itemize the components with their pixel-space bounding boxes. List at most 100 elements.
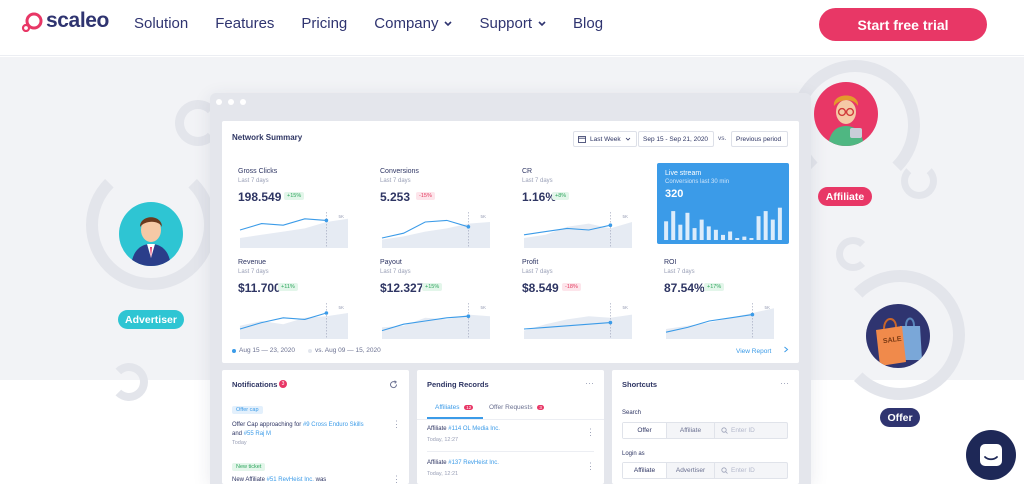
- more-icon[interactable]: ⋮: [586, 427, 595, 437]
- nav-support[interactable]: Support: [479, 15, 546, 32]
- notification-item[interactable]: New Affiliate #51 RevHeist Inc. was: [232, 477, 392, 483]
- metric-sparkline: 5K: [523, 212, 632, 248]
- more-icon[interactable]: ⋮: [392, 474, 401, 484]
- decor-ring: [901, 163, 937, 199]
- axis-max-label: 5K: [338, 305, 344, 310]
- vs-label: vs.: [718, 135, 727, 142]
- metric-card-conversions[interactable]: Conversions Last 7 days 5.253 -15% 5K: [380, 168, 512, 250]
- pending-record-item[interactable]: Affiliate #114 OL Media Inc.: [427, 426, 500, 432]
- more-icon[interactable]: ···: [780, 378, 789, 388]
- logo[interactable]: scaleo: [21, 9, 109, 33]
- live-stream-bar: [664, 221, 669, 240]
- metric-value: $11.700: [238, 281, 281, 295]
- live-stream-bar: [671, 211, 676, 240]
- metric-card-revenue[interactable]: Revenue Last 7 days $11.700 +11% 5K: [238, 259, 370, 341]
- metric-delta-badge: +8%: [552, 192, 570, 200]
- notification-item[interactable]: Offer Cap approaching for #9 Cross Endur…: [232, 421, 392, 439]
- main-menu: Solution Features Pricing Company Suppor…: [134, 15, 630, 32]
- live-stream-bar: [678, 224, 683, 240]
- live-stream-card[interactable]: Live stream Conversions last 30 min 320: [657, 163, 789, 244]
- metric-card-roi[interactable]: ROI Last 7 days 87.54% +17% 5K: [664, 259, 796, 341]
- tab-affiliates-label: Affiliates: [435, 404, 460, 411]
- metric-card-gross-clicks[interactable]: Gross Clicks Last 7 days 198.549 +15% 5K: [238, 168, 370, 250]
- nav-features[interactable]: Features: [215, 15, 274, 32]
- date-range-field[interactable]: Sep 15 - Sep 21, 2020: [638, 131, 714, 147]
- metric-sparkline: 5K: [381, 303, 490, 339]
- login-input[interactable]: Enter ID: [715, 463, 787, 478]
- metric-card-cr[interactable]: CR Last 7 days 1.16% +8% 5K: [522, 168, 654, 250]
- refresh-icon[interactable]: [389, 380, 398, 389]
- advertiser-badge: Advertiser: [118, 310, 184, 329]
- view-report-link[interactable]: View Report: [736, 346, 789, 355]
- more-icon[interactable]: ⋮: [392, 419, 401, 429]
- metric-card-payout[interactable]: Payout Last 7 days $12.327 +15% 5K: [380, 259, 512, 341]
- metric-title: Revenue: [238, 259, 267, 266]
- current-period-line: [665, 314, 753, 333]
- notification-link[interactable]: #51 RevHeist Inc.: [266, 477, 314, 483]
- start-free-trial-button[interactable]: Start free trial: [819, 8, 987, 41]
- nav-company[interactable]: Company: [374, 15, 453, 32]
- live-stream-subtitle: Conversions last 30 min: [665, 179, 730, 185]
- live-stream-bar: [692, 228, 697, 240]
- previous-period-area: [524, 314, 632, 339]
- live-stream-value: 320: [665, 188, 684, 200]
- live-stream-bar: [749, 238, 754, 240]
- notification-text: was: [315, 477, 327, 483]
- metric-title: Gross Clicks: [238, 168, 278, 175]
- metric-title: Conversions: [380, 168, 419, 175]
- live-stream-bar: [699, 219, 704, 240]
- more-icon[interactable]: ···: [585, 378, 594, 388]
- previous-period-area: [666, 308, 774, 339]
- compare-select[interactable]: Previous period: [731, 131, 788, 147]
- nav-pricing[interactable]: Pricing: [301, 15, 347, 32]
- nav-solution-label: Solution: [134, 15, 189, 32]
- login-affiliate-tab[interactable]: Affiliate: [623, 463, 667, 478]
- tab-affiliates[interactable]: Affiliates 12: [427, 400, 483, 419]
- axis-max-label: 5K: [622, 214, 628, 219]
- previous-period-area: [382, 314, 490, 339]
- notification-link[interactable]: #55 Raj M: [243, 431, 272, 437]
- chat-widget-button[interactable]: [966, 430, 1016, 480]
- divider: [417, 419, 604, 420]
- search-input[interactable]: Enter ID: [715, 423, 787, 438]
- current-point: [750, 312, 755, 317]
- pending-record-item[interactable]: Affiliate #137 RevHeist Inc.: [427, 460, 499, 466]
- divider: [427, 451, 594, 452]
- tab-offer-requests[interactable]: Offer Requests 3: [489, 400, 559, 419]
- notification-text: New Affiliate: [232, 477, 265, 483]
- tab-offer-requests-label: Offer Requests: [489, 404, 533, 411]
- metric-card-profit[interactable]: Profit Last 7 days $8.549 -18% 5K: [522, 259, 654, 341]
- live-stream-bar: [721, 234, 725, 240]
- decor-ring: [836, 237, 870, 271]
- metric-title: Profit: [522, 259, 539, 266]
- period-select[interactable]: Last Week: [573, 131, 637, 147]
- metric-sparkline: 5K: [239, 212, 348, 248]
- metric-value: 198.549: [238, 190, 282, 204]
- pending-record-link[interactable]: #114 OL Media Inc.: [448, 426, 500, 432]
- metric-title: Payout: [380, 259, 402, 266]
- pending-record-link[interactable]: #137 RevHeist Inc.: [448, 460, 499, 466]
- live-stream-bar: [685, 212, 690, 240]
- nav-solution[interactable]: Solution: [134, 15, 188, 32]
- search-offer-tab[interactable]: Offer: [623, 423, 667, 438]
- login-advertiser-tab[interactable]: Advertiser: [667, 463, 715, 478]
- search-icon: [721, 467, 728, 474]
- legend-current-dot: [232, 348, 236, 353]
- search-label: Search: [622, 410, 642, 416]
- metric-delta-badge: +15%: [284, 192, 305, 200]
- metric-title: CR: [522, 168, 533, 175]
- metric-delta-badge: -15%: [416, 192, 435, 200]
- chevron-down-icon: [538, 20, 546, 26]
- decor-ring: [110, 363, 148, 401]
- nav-blog[interactable]: Blog: [573, 15, 603, 32]
- brand-name: scaleo: [46, 9, 109, 32]
- search-affiliate-tab[interactable]: Affiliate: [667, 423, 715, 438]
- metric-sparkline: 5K: [665, 303, 774, 339]
- notification-link[interactable]: #9 Cross Enduro Skills: [302, 422, 364, 428]
- network-summary-title: Network Summary: [232, 133, 303, 142]
- metric-delta-badge: +17%: [704, 283, 725, 291]
- metric-subtitle: Last 7 days: [522, 269, 553, 275]
- live-stream-bars: [664, 207, 782, 240]
- more-icon[interactable]: ⋮: [586, 461, 595, 471]
- search-type-toggle: Offer Affiliate Enter ID: [622, 422, 788, 439]
